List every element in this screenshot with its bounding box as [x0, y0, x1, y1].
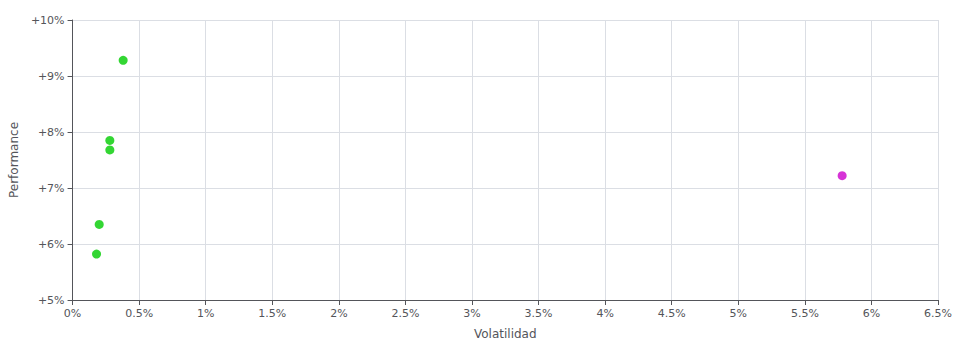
- svg-text:6%: 6%: [863, 307, 880, 320]
- svg-text:0%: 0%: [64, 307, 81, 320]
- svg-text:Performance: Performance: [7, 122, 21, 198]
- svg-text:+8%: +8%: [38, 126, 65, 139]
- svg-text:2.5%: 2.5%: [391, 307, 419, 320]
- svg-text:3%: 3%: [463, 307, 480, 320]
- svg-text:+7%: +7%: [38, 182, 65, 195]
- svg-text:4.5%: 4.5%: [658, 307, 686, 320]
- svg-text:4%: 4%: [596, 307, 613, 320]
- svg-text:0.5%: 0.5%: [125, 307, 153, 320]
- svg-text:3.5%: 3.5%: [525, 307, 553, 320]
- svg-text:1.5%: 1.5%: [258, 307, 286, 320]
- svg-text:+5%: +5%: [38, 294, 65, 307]
- svg-text:6.5%: 6.5%: [924, 307, 952, 320]
- svg-text:+6%: +6%: [38, 238, 65, 251]
- svg-text:+9%: +9%: [38, 70, 65, 83]
- svg-text:+10%: +10%: [31, 14, 65, 27]
- svg-text:1%: 1%: [197, 307, 214, 320]
- svg-text:5%: 5%: [730, 307, 747, 320]
- svg-text:2%: 2%: [330, 307, 347, 320]
- svg-text:5.5%: 5.5%: [791, 307, 819, 320]
- svg-text:Volatilidad: Volatilidad: [474, 327, 537, 341]
